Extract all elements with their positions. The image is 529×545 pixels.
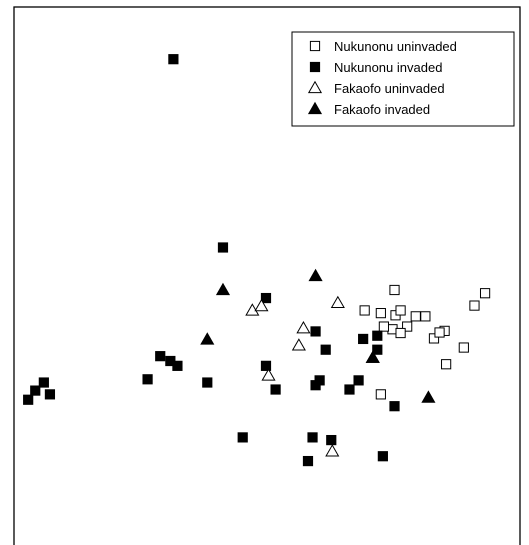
point-fakaofo-uninvaded-6 (262, 369, 274, 380)
point-nukunonu-invaded-24 (390, 402, 399, 411)
point-nukunonu-uninvaded-19 (376, 390, 385, 399)
point-nukunonu-invaded-2 (218, 243, 227, 252)
point-nukunonu-uninvaded-3 (376, 309, 385, 318)
legend-label-nukunonu-invaded: Nukunonu invaded (334, 60, 442, 75)
point-nukunonu-invaded-8 (321, 345, 330, 354)
point-fakaofo-uninvaded-5 (293, 339, 305, 350)
point-nukunonu-invaded-29 (378, 452, 387, 461)
point-fakaofo-uninvaded-4 (332, 297, 344, 308)
point-fakaofo-invaded-1 (309, 270, 321, 281)
point-nukunonu-uninvaded-15 (470, 301, 479, 310)
legend-marker-nukunonu-uninvaded (310, 41, 319, 50)
point-nukunonu-invaded-12 (143, 375, 152, 384)
point-nukunonu-uninvaded-16 (480, 289, 489, 298)
point-fakaofo-invaded-2 (217, 284, 229, 295)
point-nukunonu-uninvaded-5 (396, 306, 405, 315)
point-nukunonu-invaded-1 (169, 55, 178, 64)
legend-marker-nukunonu-invaded (310, 62, 319, 71)
point-nukunonu-invaded-23 (24, 395, 33, 404)
point-nukunonu-invaded-11 (173, 361, 182, 370)
point-fakaofo-uninvaded-3 (297, 322, 309, 333)
point-nukunonu-invaded-16 (354, 376, 363, 385)
point-nukunonu-uninvaded-18 (442, 360, 451, 369)
point-nukunonu-invaded-22 (31, 386, 40, 395)
point-nukunonu-uninvaded-11 (379, 322, 388, 331)
point-nukunonu-uninvaded-7 (421, 312, 430, 321)
point-fakaofo-uninvaded-8 (326, 445, 338, 456)
point-nukunonu-invaded-20 (45, 390, 54, 399)
point-nukunonu-invaded-5 (359, 334, 368, 343)
point-nukunonu-invaded-25 (238, 433, 247, 442)
point-nukunonu-uninvaded-1 (390, 285, 399, 294)
point-nukunonu-invaded-6 (373, 331, 382, 340)
point-nukunonu-uninvaded-12 (396, 328, 405, 337)
point-nukunonu-invaded-4 (311, 327, 320, 336)
legend-label-fakaofo-invaded: Fakaofo invaded (334, 102, 430, 117)
point-nukunonu-invaded-13 (261, 361, 270, 370)
point-nukunonu-invaded-19 (271, 385, 280, 394)
point-nukunonu-uninvaded-2 (360, 306, 369, 315)
point-nukunonu-uninvaded-17 (459, 343, 468, 352)
point-nukunonu-invaded-26 (308, 433, 317, 442)
point-fakaofo-invaded-5 (422, 391, 434, 402)
point-nukunonu-invaded-27 (327, 435, 336, 444)
legend-label-fakaofo-uninvaded: Fakaofo uninvaded (334, 81, 445, 96)
point-nukunonu-invaded-17 (311, 381, 320, 390)
point-nukunonu-invaded-28 (303, 456, 312, 465)
point-nukunonu-invaded-21 (39, 378, 48, 387)
point-nukunonu-invaded-18 (345, 385, 354, 394)
point-nukunonu-invaded-14 (203, 378, 212, 387)
point-nukunonu-uninvaded-6 (411, 312, 420, 321)
point-nukunonu-invaded-9 (156, 352, 165, 361)
point-fakaofo-invaded-3 (201, 333, 213, 344)
legend-label-nukunonu-uninvaded: Nukunonu uninvaded (334, 39, 457, 54)
point-nukunonu-uninvaded-14 (435, 328, 444, 337)
